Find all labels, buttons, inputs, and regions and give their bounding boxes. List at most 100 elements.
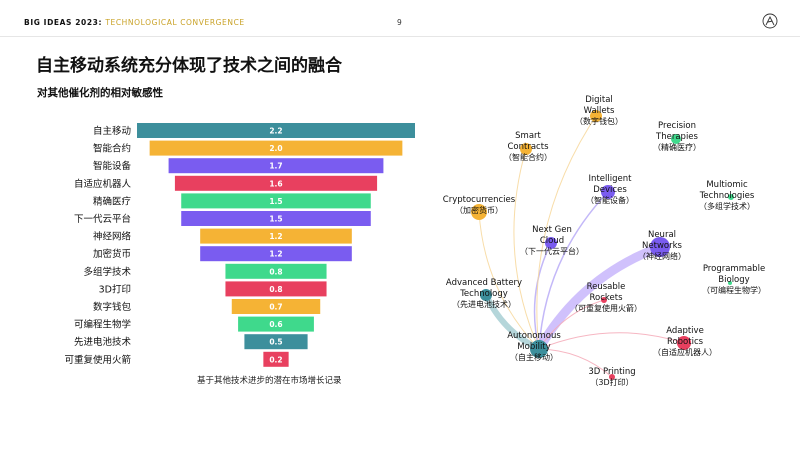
node-label-cn: （自适应机器人） (653, 347, 717, 357)
node-label-cn: （先进电池技术） (452, 299, 516, 309)
funnel-category-label: 多组学技术 (83, 266, 131, 278)
funnel-category-label: 智能合约 (93, 143, 131, 155)
funnel-value-label: 1.2 (269, 250, 282, 259)
header-divider (0, 36, 800, 37)
network-node (677, 336, 691, 350)
network-node (471, 204, 487, 220)
network-edge (513, 148, 540, 350)
node-label: Devices (593, 185, 627, 195)
node-label-cn: （多组学技术） (699, 201, 755, 211)
network-node (601, 297, 607, 303)
node-label: Autonomous (507, 331, 561, 341)
network-node (480, 289, 492, 301)
funnel-bar (149, 140, 403, 156)
network-node (520, 143, 532, 155)
funnel-value-label: 2.2 (269, 127, 282, 136)
network-node (530, 340, 548, 358)
funnel-category-label: 加密货币 (93, 248, 131, 260)
funnel-value-label: 1.6 (269, 179, 282, 188)
node-label: 3D Printing (588, 367, 635, 377)
node-label: Next Gen (532, 225, 572, 235)
funnel-value-label: 0.5 (269, 338, 282, 347)
node-label-cn: （智能设备） (586, 195, 634, 205)
funnel-category-label: 精确医疗 (93, 195, 132, 207)
funnel-value-label: 0.6 (269, 320, 282, 329)
funnel-value-label: 2.0 (269, 144, 282, 153)
network-edge (533, 242, 552, 350)
funnel-category-label: 神经网络 (93, 231, 132, 243)
funnel-bar (181, 193, 371, 209)
node-label: Therapies (655, 132, 698, 142)
funnel-value-label: 1.2 (269, 232, 282, 241)
funnel-bar (181, 211, 371, 226)
page-number: 9 (397, 18, 402, 27)
network-node (650, 237, 670, 257)
funnel-bar (168, 158, 384, 174)
node-label: Reusable (587, 282, 626, 292)
node-label: Adaptive (666, 326, 704, 336)
node-label: Programmable (703, 264, 765, 274)
network-edge (538, 191, 609, 350)
node-label: Contracts (508, 142, 550, 152)
funnel-category-label: 自适应机器人 (74, 178, 132, 190)
node-label: Rockets (589, 293, 623, 303)
network-node (545, 237, 557, 249)
node-label-cn: （下一代云平台） (520, 246, 584, 256)
chart-caption: 基于其他技术进步的潜在市场增长记录 (197, 376, 342, 386)
node-label-cn: （自主移动） (510, 352, 558, 362)
node-label: Advanced Battery (446, 278, 522, 288)
node-label: Biology (718, 275, 749, 285)
funnel-bar (225, 281, 327, 297)
node-label: Cryptocurrencies (443, 195, 516, 205)
funnel-bar (263, 351, 289, 367)
page-title: 自主移动系统充分体现了技术之间的融合 (36, 56, 342, 76)
node-label: Robotics (667, 337, 704, 347)
network-edge (538, 332, 685, 350)
funnel-category-label: 下一代云平台 (74, 213, 131, 225)
node-label-cn: （可编程生物学） (702, 285, 766, 295)
funnel-category-label: 先进电池技术 (74, 336, 132, 348)
node-label-cn: （3D打印） (590, 377, 633, 387)
node-label-cn: （可重复使用火箭） (570, 303, 642, 313)
node-label: Mobility (517, 342, 550, 352)
node-label-cn: （数字钱包） (575, 116, 623, 126)
funnel-category-label: 可重复使用火箭 (64, 354, 131, 366)
deck-header: BIG IDEAS 2023: TECHNOLOGICAL CONVERGENC… (24, 18, 245, 27)
node-label: Cloud (540, 236, 564, 246)
node-label-cn: （神经网络） (638, 251, 686, 261)
node-label-cn: （智能合约） (504, 152, 552, 162)
funnel-bar (200, 228, 352, 244)
network-edge (478, 211, 540, 350)
header-section: TECHNOLOGICAL CONVERGENCE (105, 18, 245, 27)
node-label: Wallets (584, 106, 615, 116)
funnel-value-label: 1.7 (269, 162, 282, 171)
node-label: Intelligent (589, 174, 633, 184)
network-node (728, 281, 732, 285)
node-label: Technologies (699, 191, 755, 201)
network-node (590, 110, 602, 122)
network-node (601, 185, 615, 199)
node-label: Neural (648, 230, 676, 240)
ark-logo-icon (762, 13, 778, 29)
funnel-category-label: 数字钱包 (93, 301, 132, 313)
funnel-category-label: 自主移动 (93, 125, 131, 137)
funnel-value-label: 0.8 (269, 267, 282, 276)
node-label: Digital (585, 95, 613, 105)
funnel-value-label: 0.7 (269, 303, 282, 312)
funnel-value-label: 0.2 (269, 355, 282, 364)
funnel-bar (137, 123, 415, 138)
node-label: Networks (642, 241, 682, 251)
funnel-category-label: 可编程生物学 (74, 319, 131, 331)
funnel-value-label: 0.8 (269, 285, 282, 294)
node-label: Technology (459, 289, 508, 299)
node-label: Precision (658, 121, 696, 131)
node-label-cn: （精确医疗） (653, 142, 701, 152)
funnel-value-label: 1.5 (269, 215, 282, 224)
funnel-bar (231, 299, 321, 314)
node-label: Smart (515, 131, 541, 141)
network-node (671, 134, 681, 144)
network-edge (536, 115, 597, 350)
